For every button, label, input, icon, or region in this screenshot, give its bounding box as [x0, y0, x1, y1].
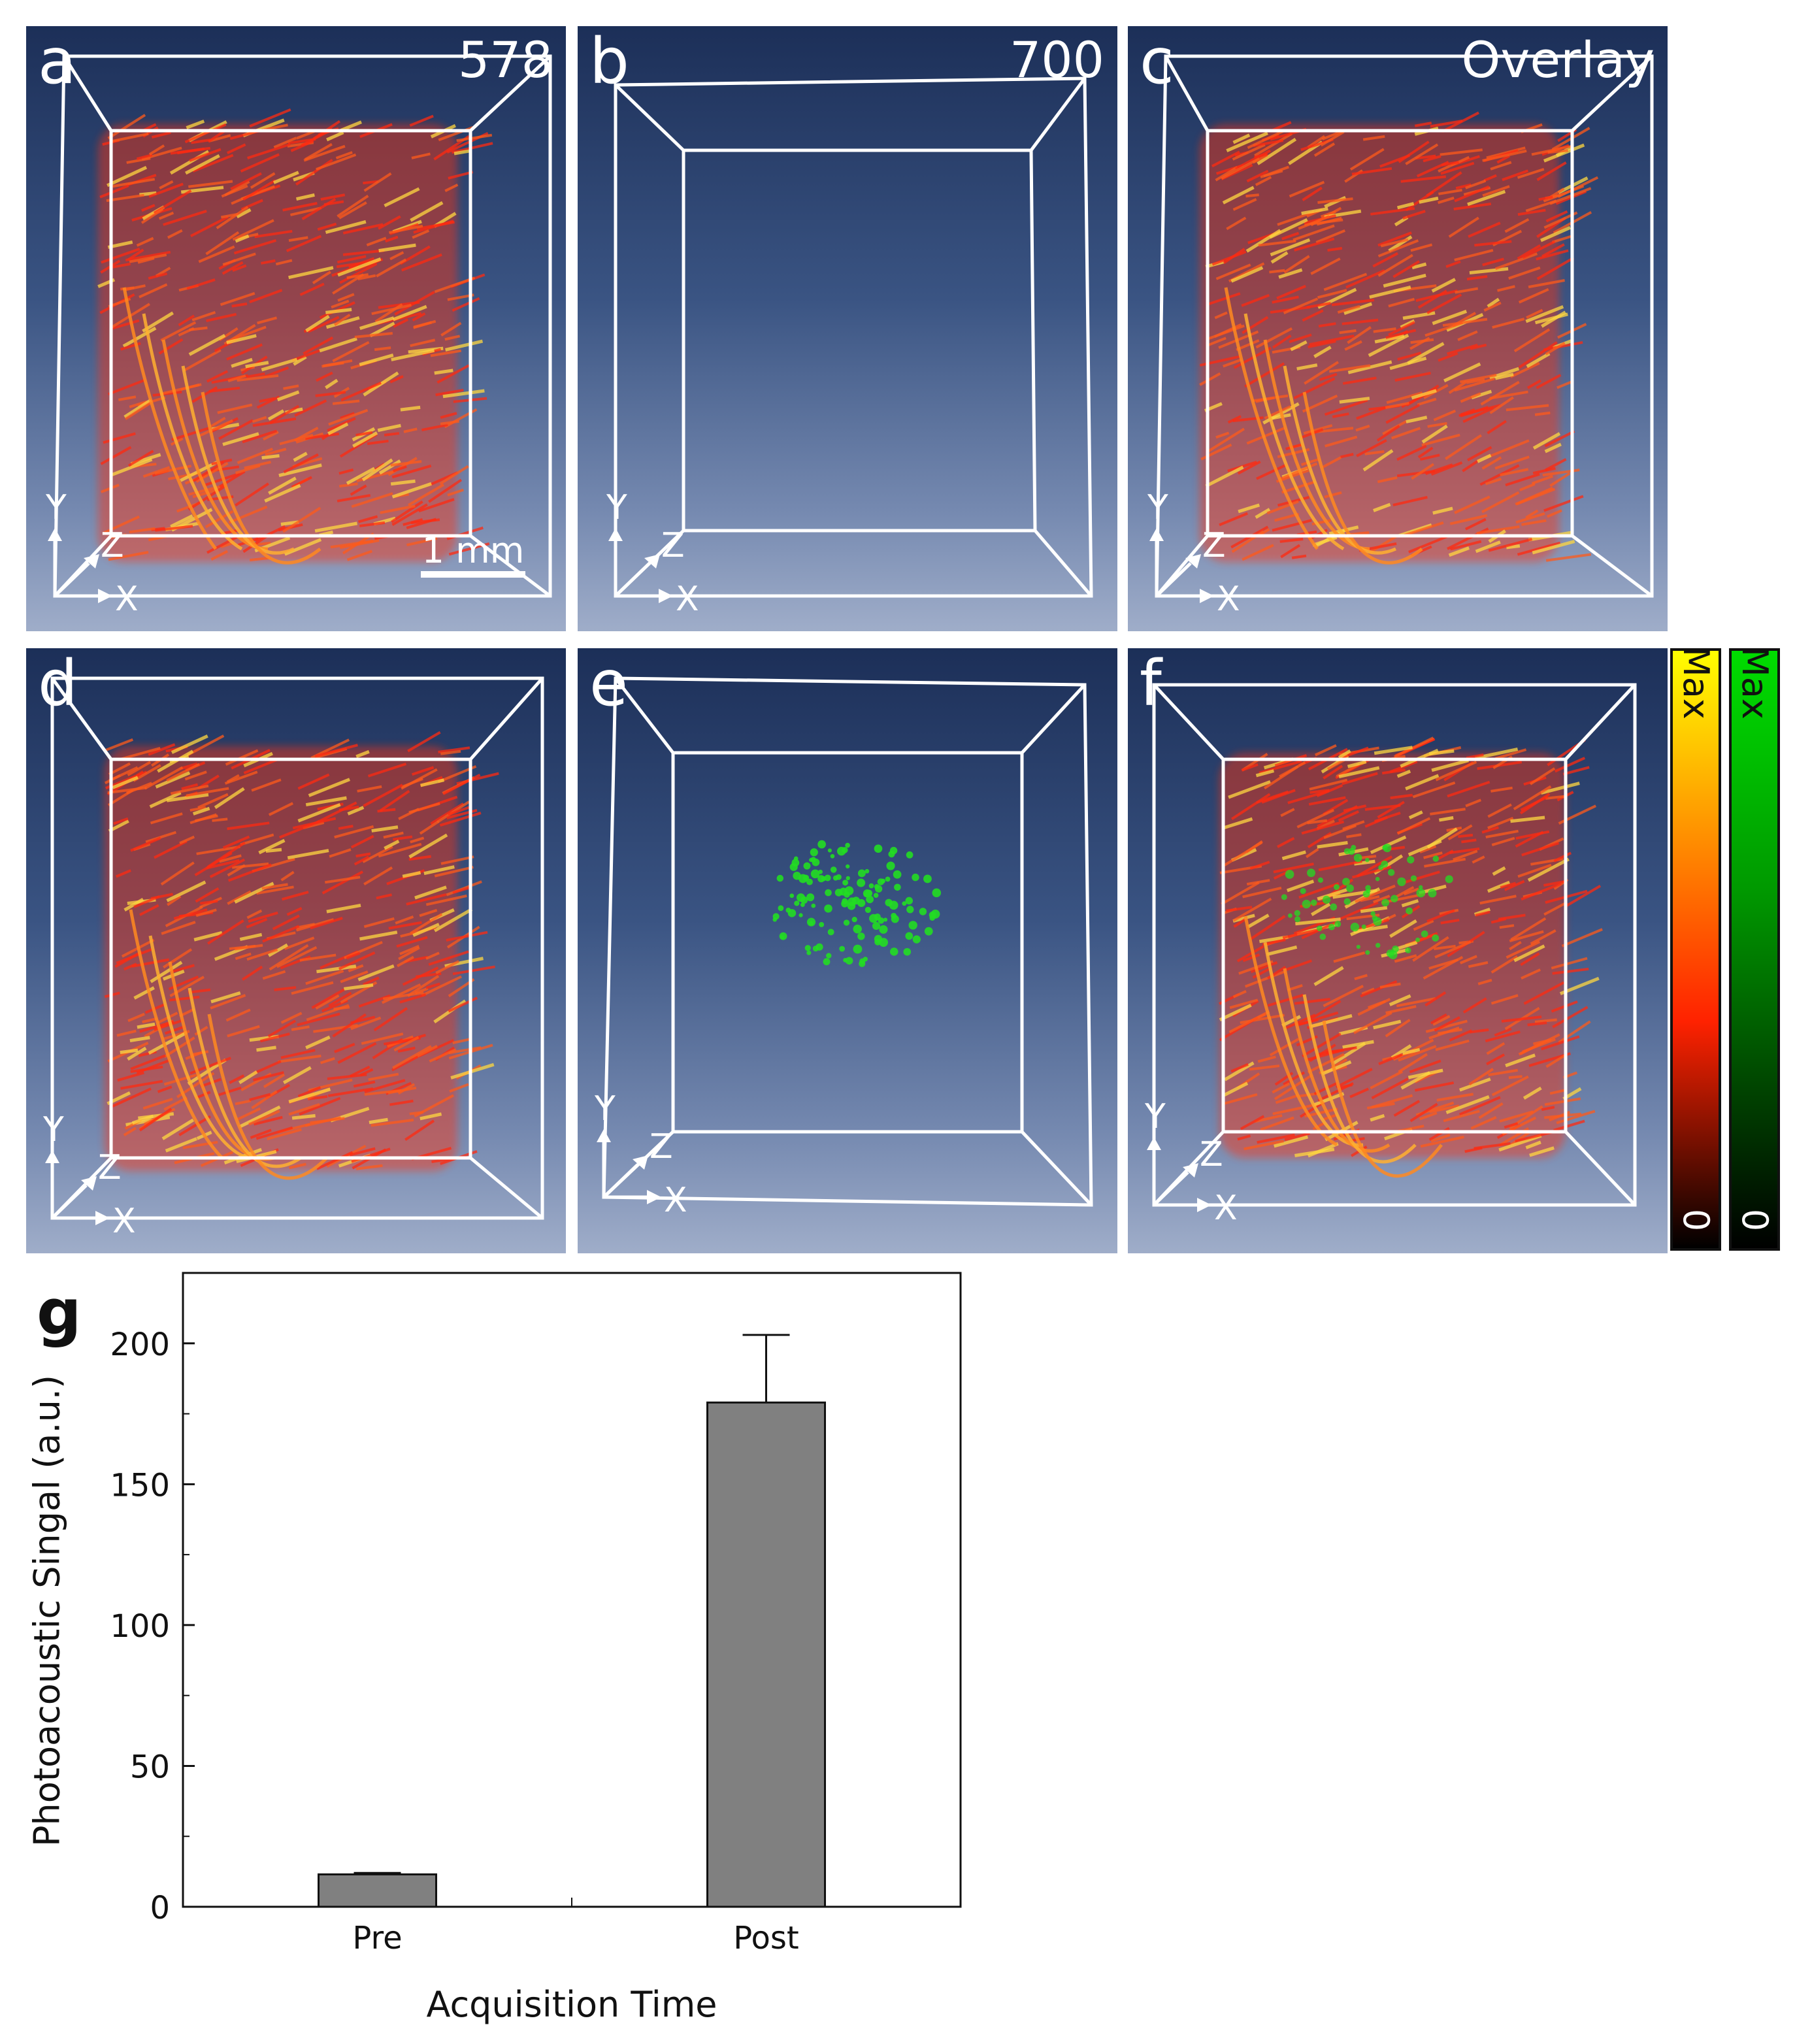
- vessel-signal: [104, 731, 499, 1180]
- colorbar-red: Max 0: [1670, 646, 1721, 1251]
- scale-bar-line: [421, 571, 525, 578]
- axis-label-z: Z: [650, 1127, 673, 1166]
- panel-title: Overlay: [1461, 31, 1655, 89]
- axis-triad: YZX: [45, 488, 139, 619]
- axis-label-z: Z: [101, 526, 124, 565]
- bar-pre: [318, 1873, 437, 1908]
- colorbar-green: Max 0: [1729, 646, 1780, 1251]
- volume-box-wireframe: [53, 54, 552, 598]
- axis-label-x: X: [1217, 580, 1240, 619]
- axis-label-z: Z: [98, 1148, 122, 1187]
- y-tick-label: 50: [130, 1749, 170, 1785]
- y-axis: 0 50 100 150 200: [110, 1327, 195, 1926]
- axis-label-x: X: [676, 580, 699, 619]
- axis-label-y: Y: [45, 488, 67, 527]
- panel-label: c: [1140, 26, 1174, 98]
- panel-d-render: YZX: [42, 676, 544, 1241]
- panel-label: d: [38, 648, 78, 720]
- axis-triad: YZX: [1144, 1097, 1238, 1228]
- panel-title: 700: [1009, 31, 1104, 89]
- y-axis-label: Photoacoustic Singal (a.u.): [26, 1374, 68, 1847]
- colorbar-min-label: 0: [1734, 1208, 1775, 1232]
- colorbar-max-label: Max: [1675, 646, 1717, 719]
- panel-label: f: [1140, 648, 1162, 720]
- panel-c-render: YZX: [1147, 54, 1654, 619]
- axis-triad: YZX: [606, 488, 699, 619]
- panel-b-render: YZX: [606, 76, 1093, 619]
- axis-label-y: Y: [1144, 1097, 1166, 1136]
- volume-box-wireframe: [602, 676, 1093, 1207]
- axis-triad: YZX: [1147, 488, 1240, 619]
- axis-label-z: Z: [1202, 526, 1226, 565]
- scale-bar: 1 mm: [421, 533, 525, 578]
- panel-e-render: YZX: [594, 676, 1093, 1220]
- y-tick-label: 0: [150, 1890, 170, 1926]
- x-tick-label: Pre: [352, 1920, 402, 1956]
- y-tick-label: 100: [110, 1608, 170, 1645]
- particle-signal: [772, 840, 942, 967]
- vessel-signal: [1199, 111, 1599, 565]
- axis-label-y: Y: [1147, 488, 1168, 527]
- y-tick-label: 200: [110, 1327, 170, 1363]
- panel-title: 578: [457, 31, 553, 89]
- vessel-signal: [1219, 736, 1603, 1178]
- axis-label-y: Y: [606, 488, 627, 527]
- vessel-signal: [97, 108, 493, 565]
- figure-g-label: g: [37, 1276, 82, 1349]
- axis-label-x: X: [1214, 1189, 1238, 1228]
- axis-triad: YZX: [594, 1089, 687, 1220]
- axis-label-x: X: [115, 580, 139, 619]
- axis-triad: YZX: [42, 1110, 136, 1241]
- axis-label-x: X: [664, 1181, 687, 1220]
- axis-label-y: Y: [594, 1089, 616, 1129]
- bar-post: [706, 1401, 826, 1908]
- plot-frame: [182, 1272, 962, 1908]
- axis-label-y: Y: [42, 1110, 64, 1149]
- axis-label-z: Z: [1200, 1135, 1223, 1174]
- x-axis: Pre Post: [352, 1895, 799, 1956]
- panel-label: e: [589, 648, 629, 720]
- particle-signal: [1281, 844, 1453, 959]
- x-axis-label: Acquisition Time: [426, 1984, 717, 2025]
- x-tick-label: Post: [733, 1920, 799, 1956]
- volume-box-wireframe: [614, 76, 1093, 598]
- panel-label: b: [589, 26, 629, 98]
- panel-label: a: [38, 26, 76, 98]
- axis-label-z: Z: [661, 526, 685, 565]
- volume-box-wireframe: [50, 676, 544, 1220]
- panel-a-render: YZX: [45, 54, 552, 619]
- colorbar-min-label: 0: [1675, 1208, 1717, 1232]
- axis-label-x: X: [112, 1202, 136, 1241]
- scale-bar-label: 1 mm: [421, 530, 525, 571]
- panel-f-render: YZX: [1144, 683, 1637, 1228]
- colorbar-max-label: Max: [1734, 646, 1775, 719]
- bar-chart: 0 50 100 150 200 Pre Post: [110, 1272, 962, 1956]
- y-tick-label: 150: [110, 1467, 170, 1504]
